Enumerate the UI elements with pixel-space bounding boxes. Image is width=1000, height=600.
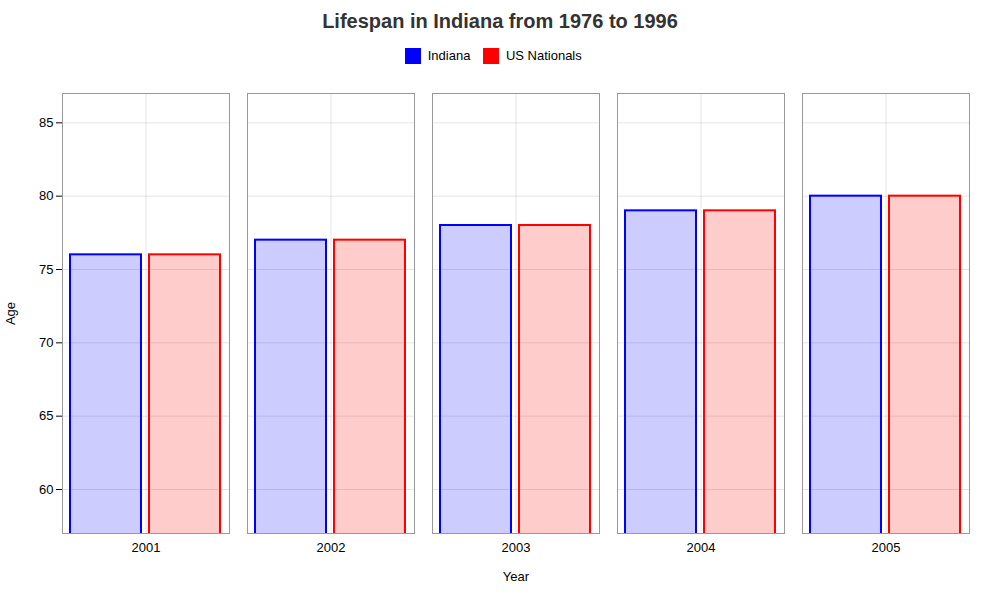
svg-text:2005: 2005 bbox=[872, 539, 901, 554]
svg-text:2004: 2004 bbox=[687, 539, 716, 554]
svg-text:Year: Year bbox=[503, 568, 530, 583]
svg-text:85: 85 bbox=[39, 114, 53, 129]
svg-text:2003: 2003 bbox=[502, 539, 531, 554]
svg-text:2002: 2002 bbox=[317, 539, 346, 554]
svg-text:65: 65 bbox=[39, 408, 53, 423]
html-text:Lifespan in Indiana from 1976: Lifespan in Indiana from 1976 to 1996 bbox=[322, 10, 678, 32]
svg-text:60: 60 bbox=[39, 481, 53, 496]
svg-text:80: 80 bbox=[39, 188, 53, 203]
svg-text:70: 70 bbox=[39, 334, 53, 349]
html-text:US Nationals: US Nationals bbox=[505, 48, 582, 63]
html-text:Indiana: Indiana bbox=[427, 48, 471, 63]
svg-text:2001: 2001 bbox=[132, 539, 161, 554]
svg-text:75: 75 bbox=[39, 261, 53, 276]
svg-text:Age: Age bbox=[3, 301, 18, 324]
